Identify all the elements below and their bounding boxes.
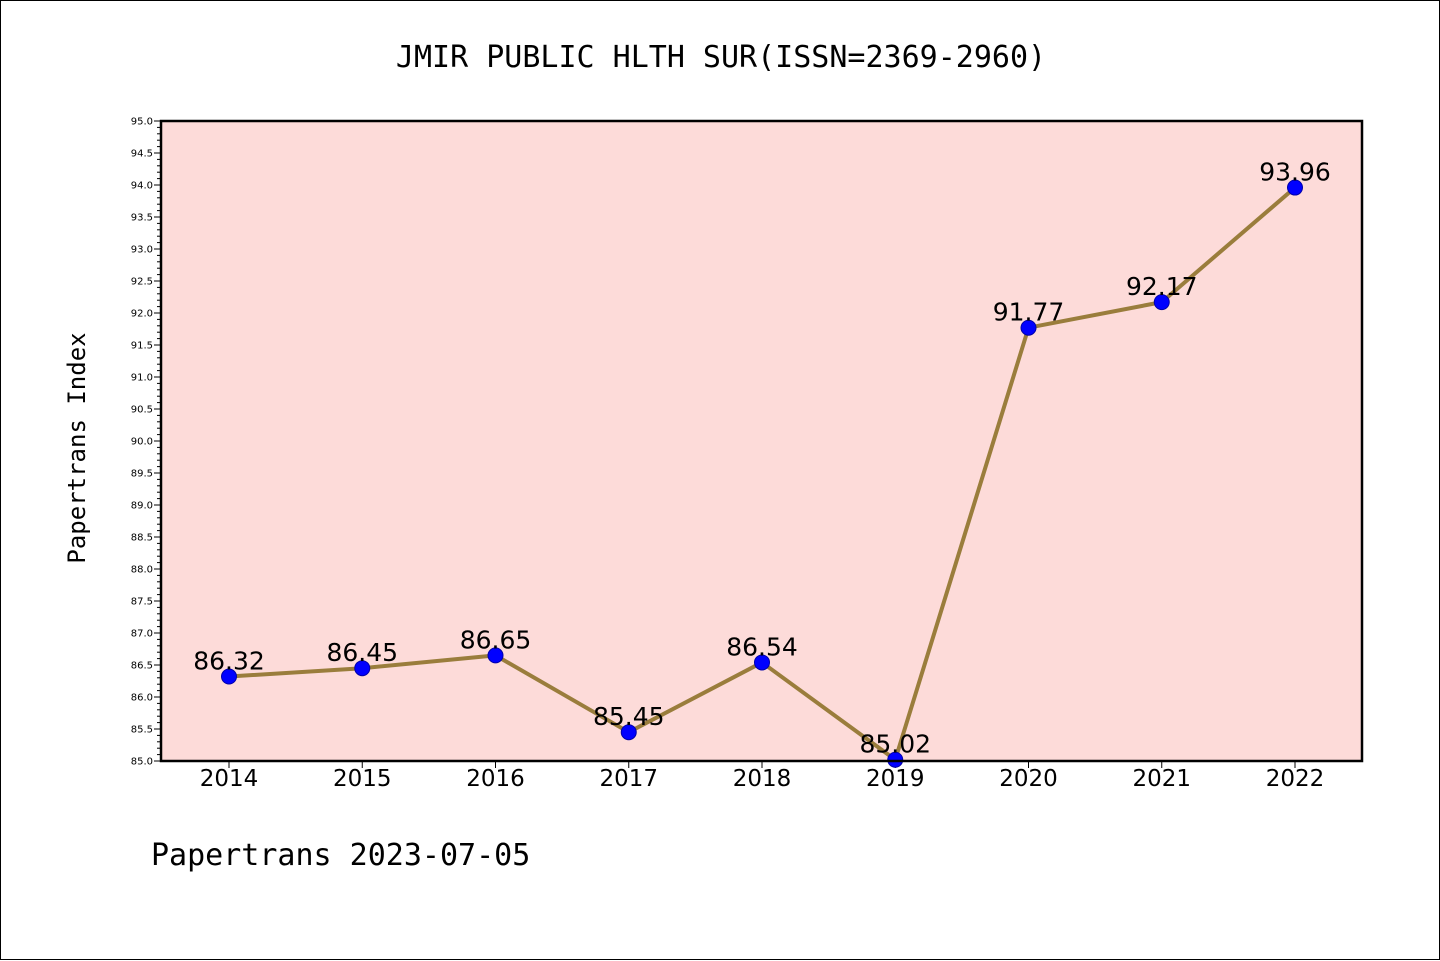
- footer-credit: Papertrans 2023-07-05: [151, 838, 530, 873]
- plot-border: [159, 119, 1364, 763]
- y-tick-label: 94.0: [131, 181, 153, 192]
- x-tick-label: 2019: [866, 766, 925, 792]
- x-tick-label: 2014: [200, 766, 259, 792]
- y-tick-label: 90.0: [131, 437, 153, 448]
- y-tick-label: 91.5: [131, 341, 153, 352]
- data-point: [620, 724, 637, 741]
- plot-area: [161, 121, 1362, 761]
- data-label: 86.32: [193, 647, 265, 676]
- y-tick-label: 89.5: [131, 469, 153, 480]
- data-label: 92.17: [1126, 272, 1198, 301]
- y-tick-label: 90.5: [131, 405, 153, 416]
- y-tick-label: 86.5: [131, 661, 153, 672]
- data-label: 91.77: [993, 298, 1065, 327]
- x-tick-label: 2017: [599, 766, 658, 792]
- y-axis-label: Papertrans Index: [63, 332, 91, 563]
- y-tick-label: 93.5: [131, 213, 153, 224]
- y-tick-label: 85.5: [131, 725, 153, 736]
- x-tick-label: 2021: [1132, 766, 1191, 792]
- data-point: [887, 751, 904, 768]
- data-label: 93.96: [1259, 158, 1331, 187]
- y-tick-label: 87.5: [131, 597, 153, 608]
- data-label: 85.02: [859, 730, 931, 759]
- data-point: [354, 660, 371, 677]
- data-point: [487, 647, 504, 664]
- y-tick-label: 91.0: [131, 373, 153, 384]
- y-tick-label: 87.0: [131, 629, 153, 640]
- data-point: [1020, 319, 1037, 336]
- x-axis-ticks: 2014 2015 2016 2017 2018 2019 2020 2021 2022: [200, 761, 1325, 792]
- data-label: 86.45: [326, 638, 398, 667]
- x-tick-label: 2022: [1266, 766, 1325, 792]
- y-tick-label: 92.5: [131, 277, 153, 288]
- y-tick-label: 95.0: [131, 117, 153, 128]
- data-point: [1153, 294, 1170, 311]
- data-label: 86.65: [460, 625, 532, 654]
- chart-title: JMIR PUBLIC HLTH SUR(ISSN=2369-2960): [396, 40, 1046, 75]
- x-tick-label: 2016: [466, 766, 525, 792]
- data-point: [754, 654, 770, 671]
- y-tick-label: 94.5: [131, 149, 153, 160]
- y-tick-label: 86.0: [131, 693, 153, 704]
- x-tick-label: 2015: [333, 766, 392, 792]
- y-axis-ticks: 85.0 85.5 86.0 86.5 87.0 87.5 88.0 88.5 89.0 89.5…: [131, 117, 161, 768]
- series-line-group: 86.32 86.45 86.65 85.45 86.54 85.02 91.77 92.17…: [193, 158, 1331, 768]
- data-label: 86.54: [726, 632, 798, 661]
- y-tick-label: 93.0: [131, 245, 153, 256]
- data-point: [1287, 179, 1303, 196]
- y-tick-label: 92.0: [131, 309, 153, 320]
- data-point: [221, 668, 237, 685]
- x-tick-label: 2020: [999, 766, 1058, 792]
- y-tick-label: 88.0: [131, 565, 153, 576]
- data-label: 85.45: [593, 702, 665, 731]
- x-tick-label: 2018: [733, 766, 792, 792]
- y-tick-label: 88.5: [131, 533, 153, 544]
- y-tick-label: 89.0: [131, 501, 153, 512]
- y-tick-label: 85.0: [131, 757, 153, 768]
